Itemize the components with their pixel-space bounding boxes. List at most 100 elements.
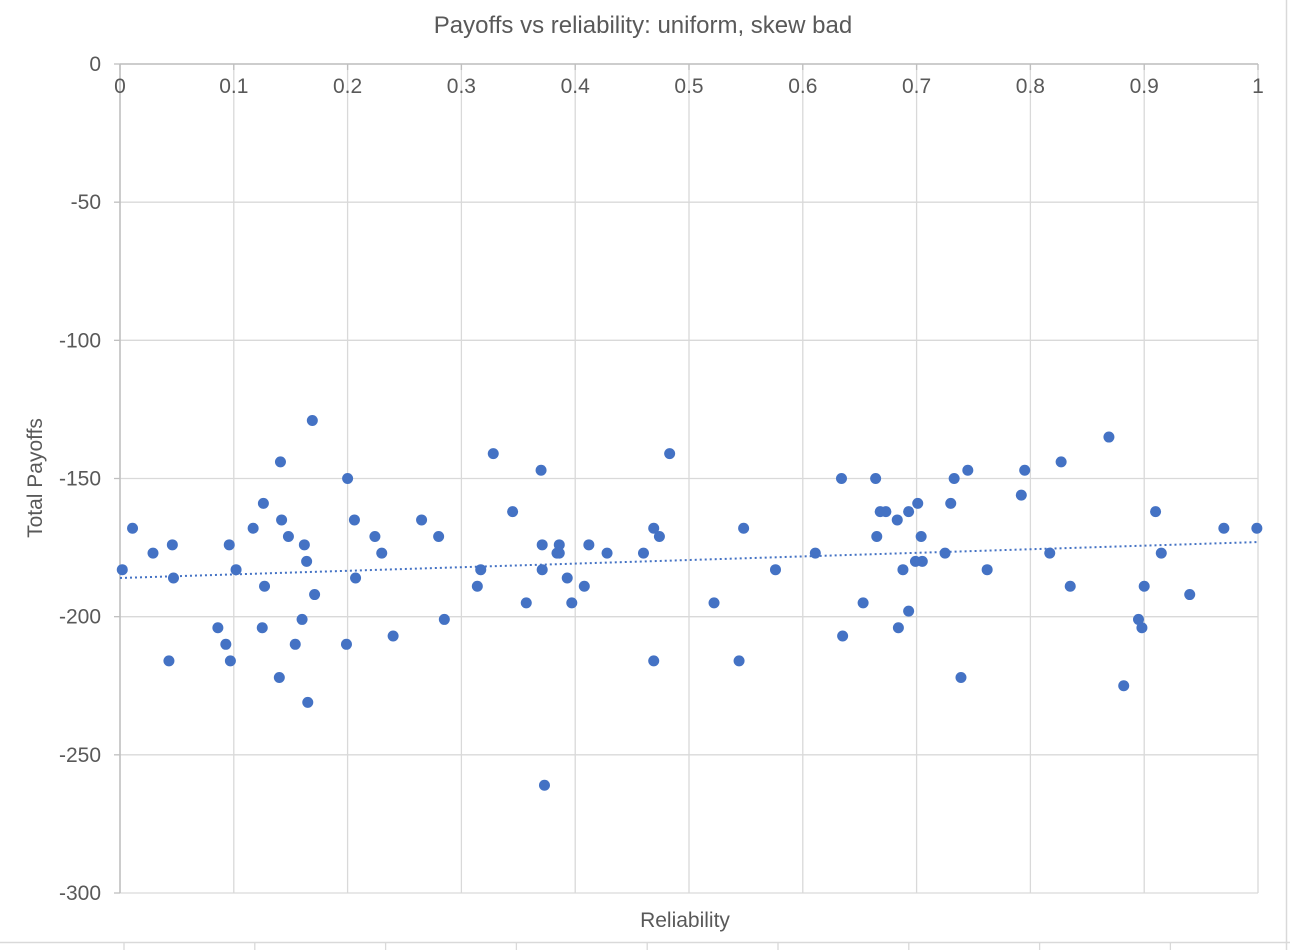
data-point [520,597,532,609]
data-point [578,580,590,592]
x-tick-label: 0.5 [674,75,703,98]
data-point [223,539,235,551]
data-point [376,547,388,559]
data-point [1218,522,1230,534]
data-point [835,473,847,484]
data-point [350,572,362,584]
data-point [224,655,236,667]
data-point [259,580,271,592]
bottom-frame-ticks [123,943,1172,950]
data-point [553,539,565,551]
data-point [870,473,882,484]
x-tick-labels: 0 0.1 0.2 0.3 0.4 0.5 0.6 0.7 0.8 0.9 1 [114,75,1264,98]
x-tick-label: 0.7 [902,75,931,98]
data-point [962,464,974,476]
data-point [769,564,781,576]
data-point [1184,589,1196,601]
data-point [1118,680,1130,692]
data-point [348,514,360,526]
data-point [309,589,321,601]
data-point [471,580,483,592]
axes [114,63,1259,894]
data-point [257,497,269,509]
data-point [897,564,909,576]
data-point [891,514,903,526]
data-point [1015,489,1027,501]
data-point [916,555,928,567]
x-tick-label: 0.1 [219,75,248,98]
y-tick-label: -50 [71,191,101,214]
data-point [583,539,595,551]
data-point [273,671,285,683]
data-point [1103,431,1115,443]
data-point [566,597,578,609]
data-point [955,671,967,683]
data-point [247,522,259,534]
data-point [1155,547,1167,559]
y-tick-labels: 0 -50 -100 -150 -200 -250 -300 [59,53,101,905]
data-point [167,572,179,584]
y-tick-label: -200 [59,606,101,629]
data-point [664,448,676,460]
x-tick-label: 0.6 [788,75,817,98]
data-point [166,539,178,551]
data-point [538,779,550,791]
data-point [536,564,548,576]
data-point [116,564,128,576]
data-point [1019,464,1031,476]
x-tick-label: 0.8 [1016,75,1045,98]
data-point [147,547,159,559]
data-point [653,531,665,543]
data-point [296,613,308,625]
data-point [220,638,232,650]
data-point [809,547,821,559]
data-point [289,638,301,650]
data-point [230,564,242,576]
data-point [880,506,892,518]
data-point [945,497,957,509]
data-point [1136,622,1148,634]
data-point [1133,613,1145,625]
y-tick-label: -150 [59,468,101,491]
data-point [342,473,354,484]
data-point [536,539,548,551]
x-tick-label: 0.3 [447,75,476,98]
data-point [871,531,883,543]
y-tick-label: 0 [89,53,101,76]
grid-lines [119,63,1259,894]
data-point [837,630,849,642]
data-point [302,696,314,708]
data-point [1064,580,1076,592]
data-point [637,547,649,559]
x-tick-label: 0 [114,75,126,98]
data-point [1055,456,1067,468]
y-tick-label: -300 [59,882,101,905]
data-point [601,547,613,559]
data-point [648,655,660,667]
data-point [301,555,313,567]
y-tick-label: -250 [59,744,101,767]
x-tick-label: 0.2 [333,75,362,98]
data-point [708,597,720,609]
data-point [915,531,927,543]
data-point [535,464,547,476]
data-point [939,547,951,559]
data-point [912,497,924,509]
x-tick-label: 0.4 [561,75,591,98]
data-point [487,448,499,460]
data-point [387,630,399,642]
data-point [733,655,745,667]
data-point [438,613,450,625]
y-axis-title: Total Payoffs [24,418,47,538]
data-points [116,414,1263,791]
data-point [507,506,519,518]
data-point [561,572,573,584]
data-point [903,506,915,518]
data-point [903,605,915,617]
y-tick-label: -100 [59,329,101,352]
data-point [475,564,487,576]
data-point [553,547,565,559]
data-point [298,539,310,551]
data-point [1138,580,1150,592]
